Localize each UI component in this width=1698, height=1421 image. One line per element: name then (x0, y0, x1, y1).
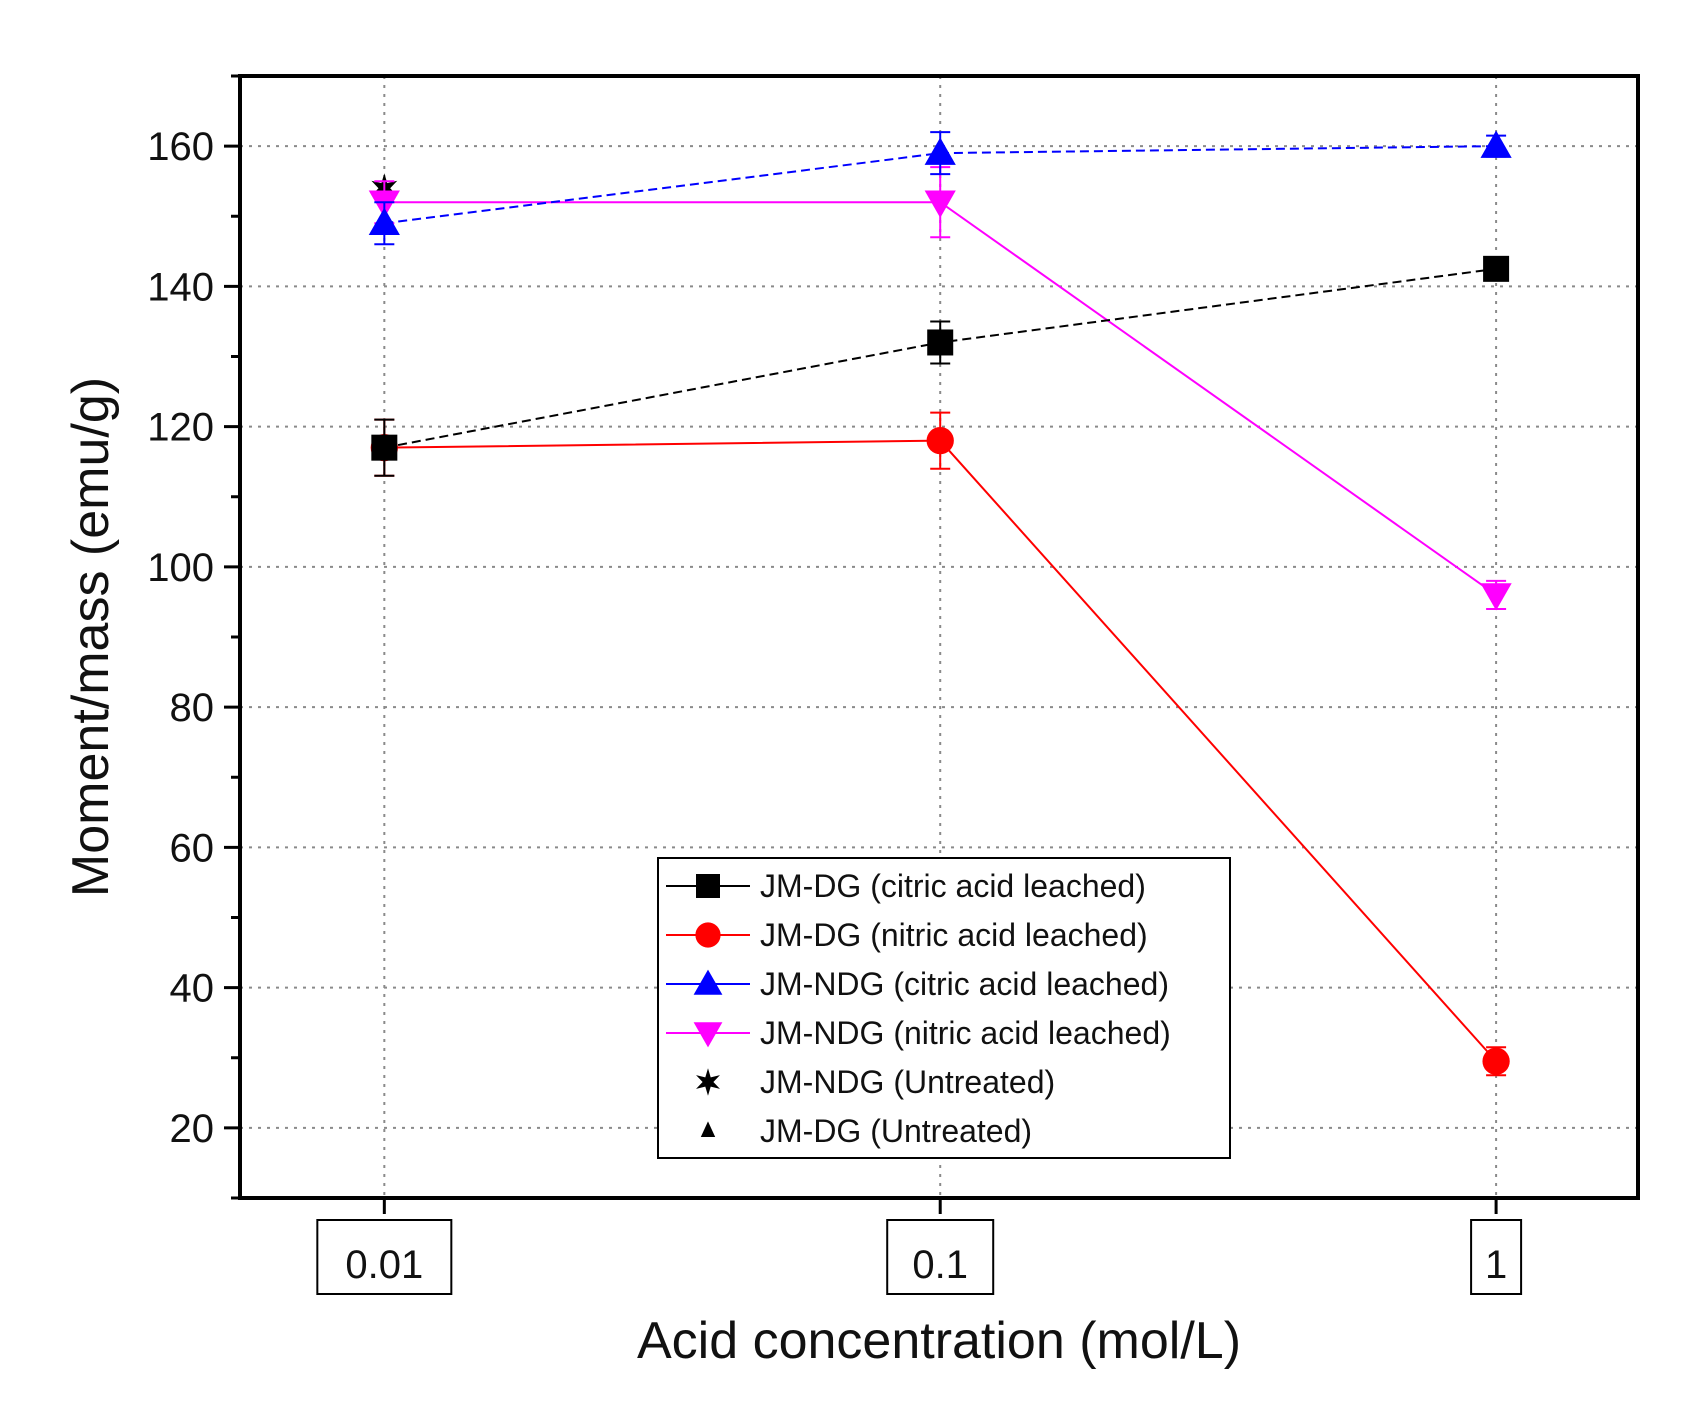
legend-item: JM-DG (nitric acid leached) (666, 917, 1148, 953)
legend-label: JM-NDG (Untreated) (760, 1064, 1055, 1100)
series-jm-dg-citric-acid-leached (371, 255, 1510, 477)
legend-label: JM-DG (citric acid leached) (760, 868, 1146, 904)
y-tick-label: 20 (170, 1107, 215, 1151)
x-tick-label: 0.1 (912, 1243, 968, 1287)
data-point (1483, 255, 1510, 282)
data-point (926, 427, 954, 455)
legend-marker (696, 1068, 720, 1096)
legend: JM-DG (citric acid leached) JM-DG (nitric… (657, 857, 1231, 1159)
y-tick-label: 160 (147, 125, 214, 169)
data-point (927, 329, 954, 356)
y-tick-label: 40 (170, 967, 215, 1011)
legend-marker (695, 922, 721, 948)
x-tick-label-box (1470, 1219, 1523, 1295)
data-point (1482, 1047, 1510, 1075)
legend-label: JM-NDG (nitric acid leached) (760, 1015, 1171, 1051)
legend-label: JM-DG (nitric acid leached) (760, 917, 1148, 953)
x-tick-label: 0.01 (345, 1243, 423, 1287)
x-tick-label-box (316, 1219, 453, 1295)
legend-item: JM-DG (citric acid leached) (666, 868, 1146, 904)
legend-marker (693, 1022, 723, 1048)
legend-item: JM-NDG (nitric acid leached) (666, 1015, 1171, 1051)
x-tick-label: 1 (1485, 1243, 1507, 1287)
legend-marker (693, 969, 723, 995)
data-point (368, 207, 400, 235)
legend-box (657, 857, 1231, 1159)
x-axis-title: Acid concentration (mol/L) (637, 1312, 1241, 1370)
legend-marker (700, 1121, 716, 1137)
legend-item: JM-DG (Untreated) (700, 1113, 1032, 1149)
y-axis-title: Moment/mass (emu/g) (62, 377, 120, 897)
data-point (924, 137, 956, 165)
data-point (1480, 130, 1512, 158)
legend-marker (696, 874, 720, 898)
series-jm-ndg-citric-acid-leached (368, 130, 1512, 246)
data-point (371, 434, 398, 461)
legend-item: JM-NDG (Untreated) (696, 1064, 1055, 1100)
data-point (1480, 583, 1512, 611)
y-tick-label: 100 (147, 546, 214, 590)
y-tick-label: 140 (147, 265, 214, 309)
legend-label: JM-NDG (citric acid leached) (760, 966, 1169, 1002)
y-tick-label: 120 (147, 406, 214, 450)
axes: 20 40 60 80 100 120 140 160 0.01 0.1 1 (147, 74, 1523, 1295)
x-tick-label-box (886, 1219, 995, 1295)
data-point (924, 190, 956, 218)
grid (240, 76, 1638, 1198)
legend-item: JM-NDG (citric acid leached) (666, 966, 1169, 1002)
y-tick-label: 80 (170, 686, 215, 730)
series-layer (368, 130, 1512, 1077)
legend-label: JM-DG (Untreated) (760, 1113, 1032, 1149)
y-tick-label: 60 (170, 826, 215, 870)
